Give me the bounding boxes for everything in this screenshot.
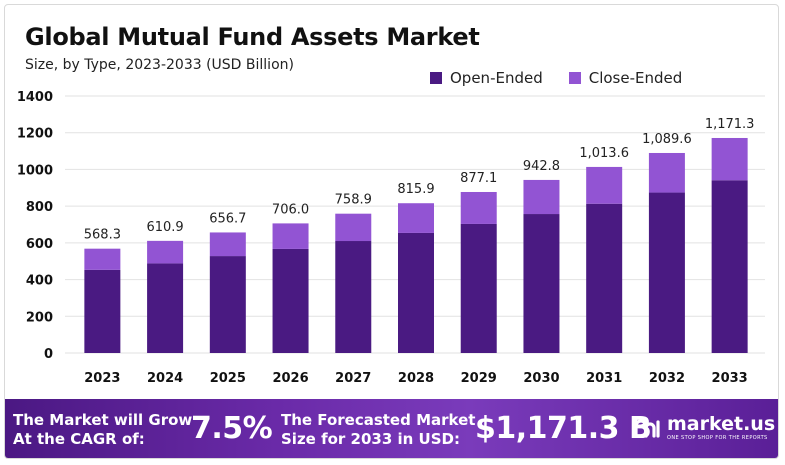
y-tick-label: 200 [26,310,53,325]
x-tick-label: 2027 [335,371,371,386]
bar-open-ended [398,232,434,353]
forecast-caption-line2: Size for 2033 in USD: [281,430,460,448]
bar-close-ended [523,179,560,215]
bar-close-ended [648,152,685,193]
chart-title: Global Mutual Fund Assets Market [25,23,480,51]
y-tick-label: 800 [26,200,53,215]
bar-open-ended [586,203,623,353]
bar-close-ended [586,166,623,204]
x-tick-label: 2028 [398,371,434,386]
data-label: 758.9 [335,193,372,208]
forecast-caption-line1: The Forecasted Market [281,411,476,429]
bar-close-ended [209,232,246,257]
legend-item-close-ended: Close-Ended [568,69,683,87]
summary-banner: The Market will Grow At the CAGR of: 7.5… [5,399,778,458]
bar-close-ended [711,137,748,181]
bar-open-ended [648,192,685,353]
chart-frame: Global Mutual Fund Assets Market Size, b… [4,4,779,459]
cagr-value: 7.5% [191,411,273,446]
y-tick-label: 400 [26,274,53,289]
data-label: 656.7 [209,211,246,226]
bar-close-ended [147,240,184,264]
x-tick-label: 2029 [461,371,497,386]
x-tick-label: 2024 [147,371,183,386]
y-tick-label: 1000 [17,163,53,178]
bar-open-ended [209,256,246,353]
bar-close-ended [335,213,372,242]
bar-open-ended [460,223,497,353]
market-us-logo-icon [634,419,660,438]
legend-swatch-close-ended [568,72,581,84]
x-tick-label: 2030 [523,371,559,386]
cagr-caption: The Market will Grow At the CAGR of: [13,411,192,449]
bar-open-ended [272,248,309,353]
data-label: 568.3 [84,228,121,243]
logo-name: market.us [667,413,776,435]
data-label: 815.9 [397,182,434,197]
bar-close-ended [460,191,497,224]
bar-open-ended [84,269,121,353]
logo-tagline: ONE STOP SHOP FOR THE REPORTS [667,435,768,441]
data-label: 1,171.3 [705,117,755,132]
forecast-caption: The Forecasted Market Size for 2033 in U… [281,411,475,449]
cagr-caption-line1: The Market will Grow [13,411,193,429]
x-tick-label: 2026 [272,371,308,386]
bar-chart: 0 200 400 600 800 1000 1200 1400 568.3 2023 610.9 2… [17,90,765,386]
data-label: 877.1 [460,171,497,186]
chart-subtitle: Size, by Type, 2023-2033 (USD Billion) [25,57,294,73]
x-tick-label: 2025 [210,371,246,386]
bar-open-ended [711,180,748,353]
y-tick-label: 1200 [17,127,53,142]
data-label: 1,089.6 [642,132,692,147]
y-tick-label: 1400 [17,90,53,105]
legend-item-open-ended: Open-Ended [430,69,543,87]
bar-close-ended [84,248,121,270]
data-label: 1,013.6 [579,146,629,161]
bar-open-ended [523,214,560,353]
forecast-value: $1,171.3 B [475,411,652,446]
bar-close-ended [398,203,434,233]
bar-close-ended [272,223,309,249]
cagr-caption-line2: At the CAGR of: [13,430,145,448]
y-tick-label: 600 [26,237,53,252]
data-label: 610.9 [146,220,183,235]
legend: Open-Ended Close-Ended [430,69,682,87]
x-tick-label: 2023 [84,371,120,386]
legend-swatch-open-ended [430,72,442,84]
legend-label-open-ended: Open-Ended [450,69,543,87]
x-tick-label: 2032 [649,371,685,386]
market-us-logo: market.us ONE STOP SHOP FOR THE REPORTS [633,415,775,441]
bar-open-ended [147,263,184,353]
y-tick-label: 0 [44,347,53,362]
data-label: 706.0 [272,202,309,217]
x-tick-label: 2031 [586,371,622,386]
data-label: 942.8 [523,159,560,174]
bar-open-ended [335,241,372,353]
x-tick-label: 2033 [712,371,748,386]
legend-label-close-ended: Close-Ended [588,69,683,87]
